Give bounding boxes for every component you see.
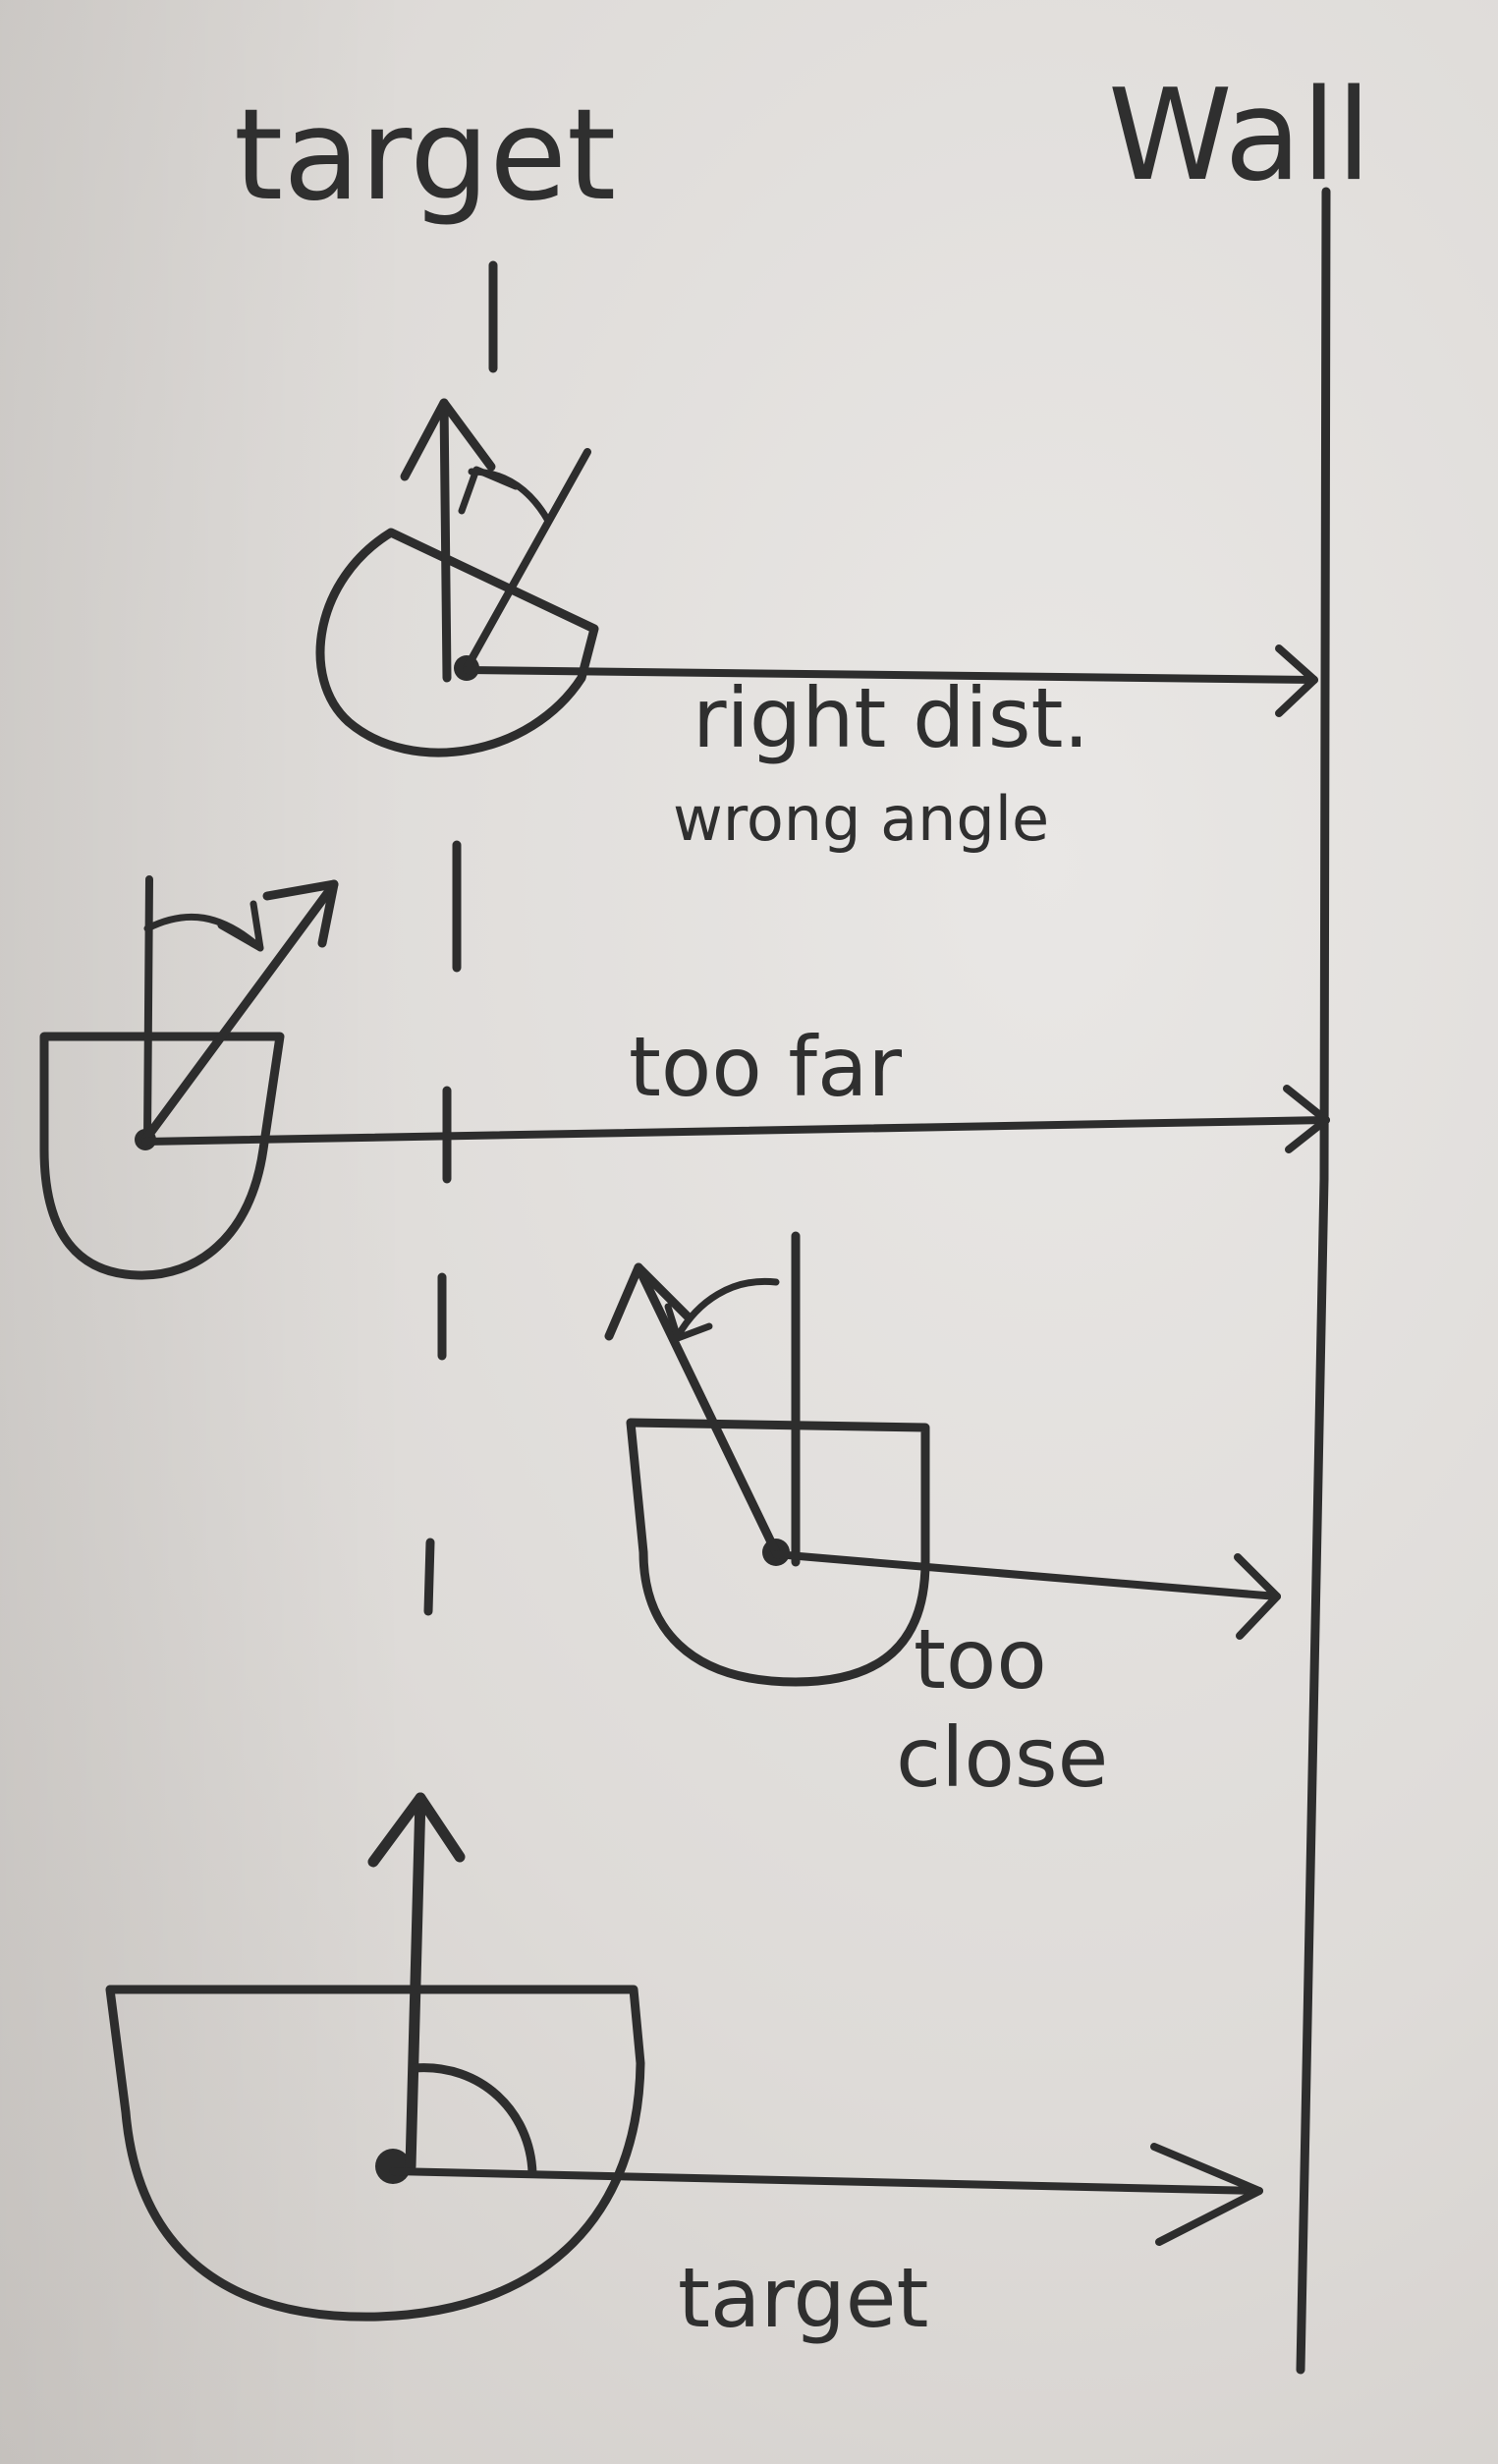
- target-label: target: [678, 2250, 928, 2346]
- robot-right-dist-wrong-angle: right dist. wrong angle: [315, 398, 1318, 855]
- robot-heading-arrow: [140, 879, 339, 1145]
- arrowhead: [604, 1262, 693, 1341]
- robot-heading-arrow: [634, 1262, 781, 1557]
- too-label: too: [914, 1611, 1047, 1708]
- robot-body: [39, 1032, 285, 1280]
- robot-heading-line: [463, 448, 591, 672]
- distance-arrow: [772, 1550, 1281, 1600]
- arrowhead: [1234, 1553, 1281, 1640]
- distance-arrow: [141, 1116, 1330, 1146]
- robot-heading-arrow: [405, 1792, 426, 2172]
- robot-body: [105, 1985, 645, 2322]
- right-angle-arc: [410, 2063, 537, 2178]
- angle-arc: [143, 913, 264, 952]
- target-line: [423, 260, 498, 1616]
- arrowhead: [1150, 2143, 1263, 2246]
- wall-line: [1296, 187, 1331, 2375]
- distance-arrow: [463, 666, 1318, 684]
- wrong-angle-label: wrong angle: [673, 783, 1049, 855]
- arrowhead: [1283, 1085, 1330, 1153]
- arrowhead: [262, 879, 339, 948]
- close-label: close: [896, 1709, 1108, 1806]
- robot-body: [626, 1418, 930, 1687]
- angle-arc: [468, 468, 552, 525]
- distance-arrow: [389, 2167, 1263, 2195]
- arrowhead: [217, 900, 264, 952]
- robot-too-close: too close: [604, 1231, 1281, 1806]
- right-dist-label: right dist.: [693, 670, 1089, 766]
- arrowhead: [1275, 644, 1318, 717]
- arrowhead: [400, 398, 496, 481]
- robot-too-far: too far: [39, 875, 1330, 1280]
- robot-body: [315, 528, 599, 757]
- heading-reference-arrow: [439, 398, 452, 683]
- wall-heading: Wall: [1108, 63, 1371, 209]
- arrowhead: [664, 1303, 713, 1342]
- arrowhead: [458, 466, 520, 515]
- too-far-label: too far: [629, 1019, 902, 1115]
- target-heading: target: [234, 83, 616, 229]
- target-dash: [423, 1538, 435, 1616]
- heading-reference-line: [143, 875, 153, 1144]
- arrowhead: [367, 1792, 466, 1868]
- angle-arc: [674, 1277, 780, 1340]
- robot-target: target: [105, 1792, 1263, 2346]
